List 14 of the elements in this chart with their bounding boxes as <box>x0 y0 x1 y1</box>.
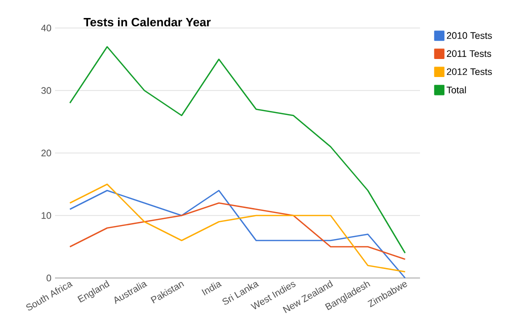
legend-label: 2011 Tests <box>446 50 492 57</box>
x-tick-label: South Africa <box>26 282 73 310</box>
y-tick-label: 10 <box>42 212 52 219</box>
y-tick-label: 30 <box>41 87 52 94</box>
legend-label: 2010 Tests <box>446 32 492 39</box>
y-tick-label: 0 <box>46 274 52 282</box>
legend-label: Total <box>446 86 466 94</box>
y-tick-label: 40 <box>41 24 52 32</box>
y-tick-label: 20 <box>41 150 52 156</box>
line-series <box>69 202 406 260</box>
chart-title: Tests in Calendar Year <box>84 18 211 26</box>
x-tick-label: India <box>202 282 222 296</box>
legend-label: 2012 Tests <box>446 68 492 76</box>
line-series <box>69 46 406 254</box>
